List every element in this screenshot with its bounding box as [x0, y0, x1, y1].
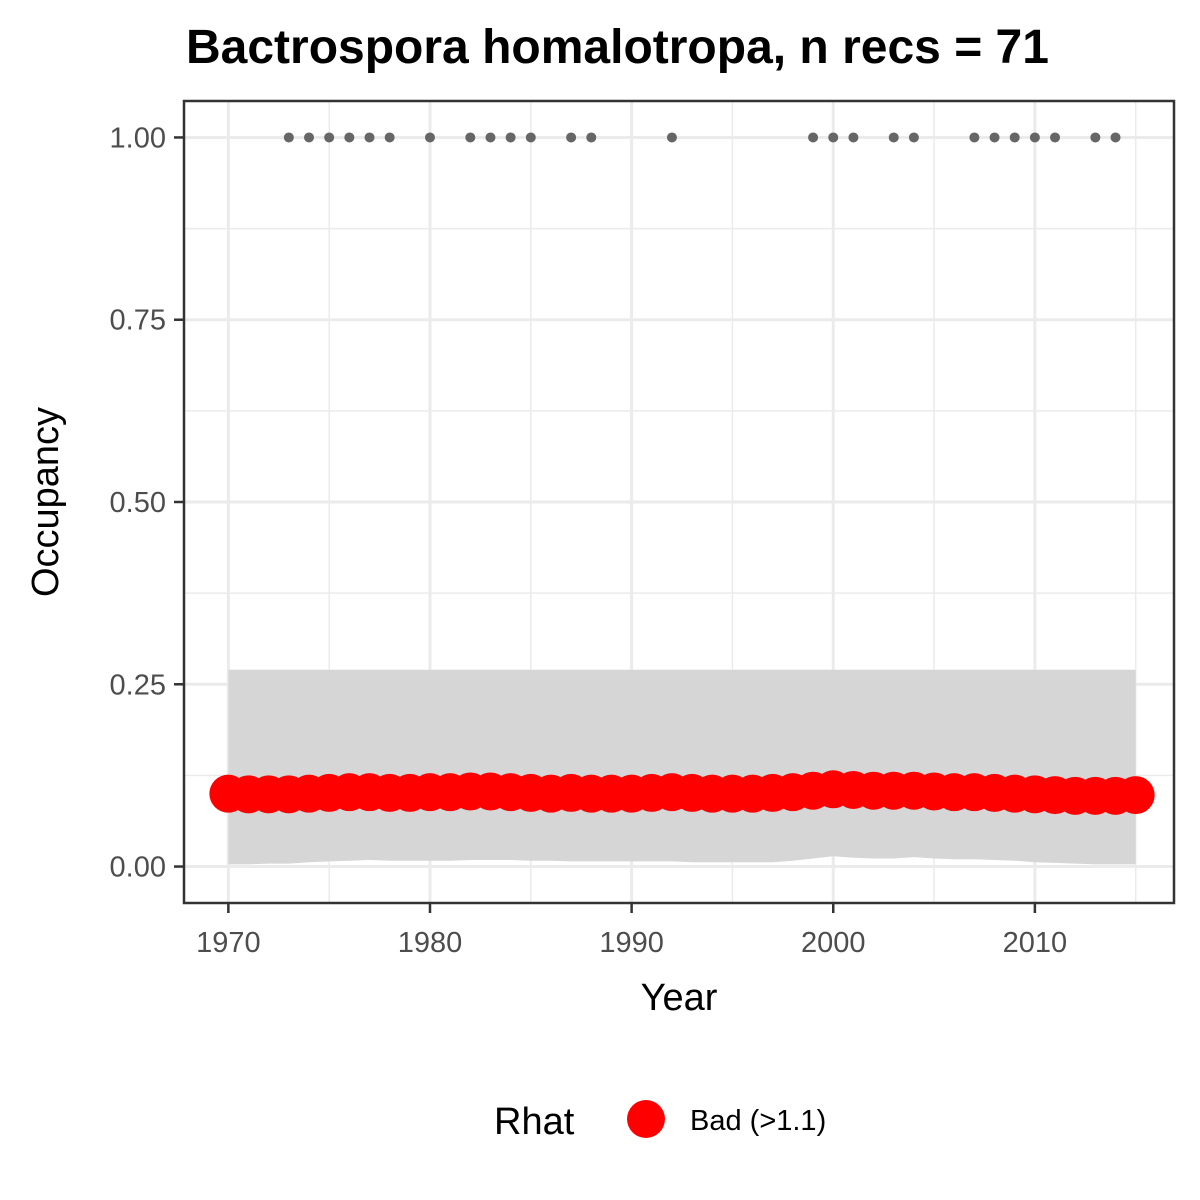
record-point: [485, 132, 496, 143]
chart-title: Bactrospora homalotropa, n recs = 71: [186, 21, 1049, 74]
record-point: [586, 132, 597, 143]
x-tick-label: 2000: [801, 927, 866, 959]
legend-key-bad: [627, 1100, 665, 1138]
record-point: [888, 132, 899, 143]
plot-panel: [182, 99, 1176, 905]
record-point: [666, 132, 677, 143]
record-point: [525, 132, 536, 143]
legend-label-bad: Bad (>1.1): [690, 1105, 826, 1137]
record-point: [566, 132, 577, 143]
record-point: [989, 132, 1000, 143]
record-point: [1050, 132, 1061, 143]
occupancy-point: [1116, 776, 1155, 815]
x-tick-label: 1980: [398, 927, 463, 959]
record-points: [283, 132, 1121, 143]
record-point: [848, 132, 859, 143]
y-tick-label: 0.00: [110, 852, 166, 884]
y-tick-label: 1.00: [110, 122, 166, 154]
record-point: [908, 132, 919, 143]
x-tick-label: 1970: [196, 927, 261, 959]
record-point: [424, 132, 435, 143]
occupancy-points: [209, 770, 1155, 815]
credible-interval-ribbon: [228, 669, 1136, 865]
y-tick-label: 0.50: [110, 487, 166, 519]
record-point: [505, 132, 516, 143]
record-point: [1009, 132, 1020, 143]
y-tick-label: 0.75: [110, 305, 166, 337]
legend: Rhat Bad (>1.1): [494, 1100, 826, 1143]
record-point: [1110, 132, 1121, 143]
x-tick-label: 1990: [599, 927, 664, 959]
record-point: [364, 132, 375, 143]
record-point: [828, 132, 839, 143]
x-tick-label: 2010: [1003, 927, 1068, 959]
record-point: [1029, 132, 1040, 143]
record-point: [1090, 132, 1101, 143]
record-point: [969, 132, 980, 143]
record-point: [344, 132, 355, 143]
record-point: [283, 132, 294, 143]
y-tick-label: 0.25: [110, 669, 166, 701]
record-point: [465, 132, 476, 143]
record-point: [304, 132, 315, 143]
y-axis: 0.00 0.25 0.50 0.75 1.00: [110, 122, 184, 884]
x-axis: 1970 1980 1990 2000 2010: [196, 903, 1067, 959]
record-point: [384, 132, 395, 143]
record-point: [808, 132, 819, 143]
y-axis-title: Occupancy: [25, 407, 67, 597]
legend-title: Rhat: [494, 1101, 575, 1143]
record-point: [324, 132, 335, 143]
x-axis-title: Year: [641, 977, 718, 1019]
